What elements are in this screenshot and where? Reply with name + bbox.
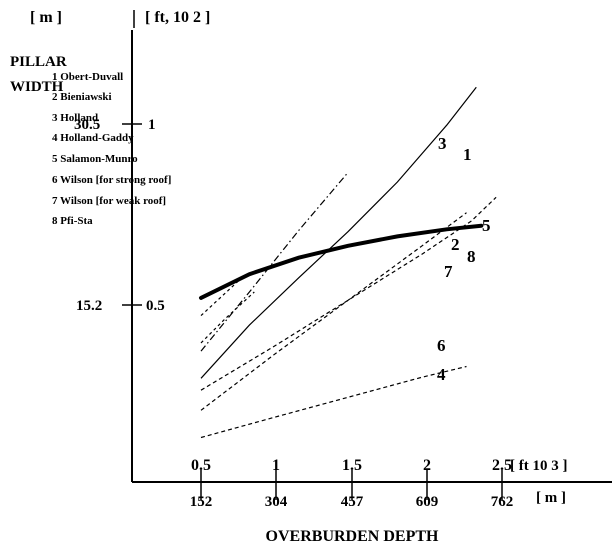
legend-item-4: 4 Holland-Gaddy <box>52 132 134 144</box>
y-tick-15-2: 15.2 0.5 <box>76 298 165 314</box>
legend-item-2: 2 Bieniawski <box>52 91 112 103</box>
y-axis-label-line1: PILLAR <box>10 54 67 70</box>
legend-item-1: 1 Obert-Duvall <box>52 71 123 83</box>
x-tick-label-m-304: 304 <box>265 494 288 510</box>
x-tick-label-m-152: 152 <box>190 494 213 510</box>
curve-label-7: 7 <box>444 262 453 281</box>
x-tick-label-ft-1-5: 1.5 <box>342 457 362 474</box>
curve-label-2: 2 <box>451 235 460 254</box>
y-unit-ft: [ ft, 10 2 ] <box>145 9 210 26</box>
legend-item-5: 5 Salamon-Munro <box>52 153 138 165</box>
legend: 1 Obert-Duvall 2 Bieniawski 3 Holland 4 … <box>52 71 171 227</box>
series-8-line <box>199 223 484 300</box>
legend-item-7: 7 Wilson [for weak roof] <box>52 195 166 207</box>
y-tick-label-ft-0-5: 0.5 <box>146 298 165 314</box>
curve-label-8: 8 <box>467 247 476 266</box>
curve-label-3: 3 <box>438 134 447 153</box>
x-unit-m: [ m ] <box>536 490 566 506</box>
curve-label-5: 5 <box>482 216 491 235</box>
series-6-line <box>200 291 255 344</box>
curve-label-6: 6 <box>437 336 446 355</box>
y-tick-label-m-15-2: 15.2 <box>76 298 102 314</box>
y-axis-label-line2: WIDTH <box>10 79 64 95</box>
x-tick-label-ft-0-5: 0.5 <box>191 457 211 474</box>
y-tick-label-m-30-5: 30.5 <box>74 117 100 133</box>
x-tick-label-m-762: 762 <box>491 494 514 510</box>
legend-item-3: 3 Holland <box>52 112 98 124</box>
curve-label-4: 4 <box>437 365 446 384</box>
x-tick-label-ft-1: 1 <box>272 457 280 474</box>
legend-item-6: 6 Wilson [for strong roof] <box>52 174 171 186</box>
series-2-line <box>200 212 467 411</box>
x-unit-ft: [ ft 10 3 ] <box>510 458 567 474</box>
series-5-line <box>200 196 497 391</box>
series-3-line <box>200 172 349 352</box>
x-tick-label-m-457: 457 <box>341 494 364 510</box>
series-4-line <box>200 365 467 439</box>
y-unit-m: [ m ] <box>30 9 62 26</box>
x-tick-label-ft-2: 2 <box>423 457 431 474</box>
y-tick-label-ft-1: 1 <box>148 117 156 133</box>
plot-area <box>199 86 497 439</box>
x-tick-label-ft-2-5: 2.5 <box>492 457 512 474</box>
series-1-line <box>200 86 477 379</box>
x-axis-label: OVERBURDEN DEPTH <box>266 528 439 545</box>
legend-item-8: 8 Pfi-Sta <box>52 215 93 227</box>
x-ticks: 0.5 1 1.5 2 2.5 152 304 457 609 762 <box>190 457 514 510</box>
curve-label-1: 1 <box>463 145 472 164</box>
x-tick-label-m-609: 609 <box>416 494 439 510</box>
y-tick-30-5: 30.5 1 <box>74 117 156 133</box>
